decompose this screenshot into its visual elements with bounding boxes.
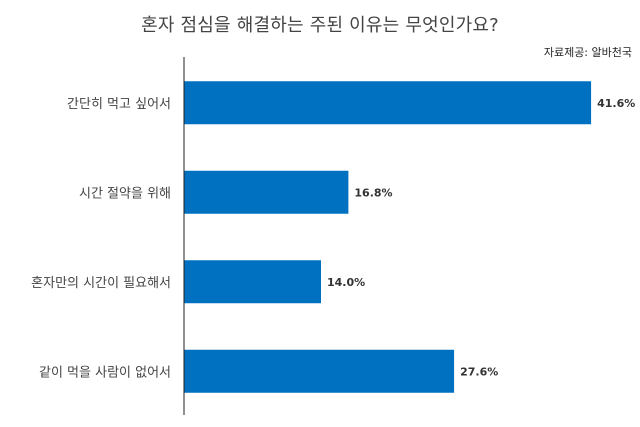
category-label: 혼자만의 시간이 필요해서 xyxy=(31,276,171,291)
value-label: 27.6% xyxy=(460,365,498,378)
bar xyxy=(184,260,321,304)
value-label: 14.0% xyxy=(327,276,365,289)
category-label: 간단히 먹고 싶어서 xyxy=(67,97,171,112)
bar xyxy=(184,349,455,393)
category-label: 시간 절약을 위해 xyxy=(79,186,171,201)
chart-title: 혼자 점심을 해결하는 주된 이유는 무엇인가요? xyxy=(141,15,499,36)
bar xyxy=(184,81,592,125)
bar xyxy=(184,170,349,214)
source-note: 자료제공: 알바천국 xyxy=(543,46,632,59)
category-label: 같이 먹을 사람이 없어서 xyxy=(39,365,171,380)
value-label: 16.8% xyxy=(354,186,392,199)
value-label: 41.6% xyxy=(597,97,635,110)
